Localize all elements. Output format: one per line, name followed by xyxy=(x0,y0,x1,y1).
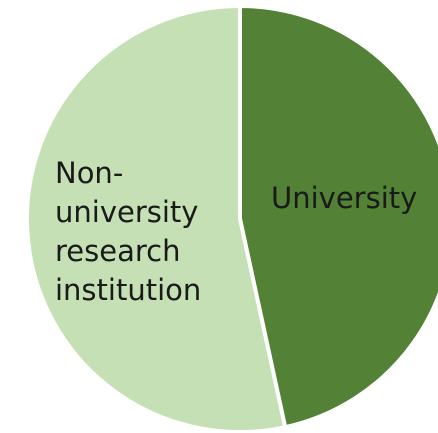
pie-label-line: university xyxy=(55,195,198,229)
pie-labels: University Non-university research institut… xyxy=(55,156,417,307)
pie-slice-non-university-research-institution xyxy=(25,4,288,433)
pie-label-line: University xyxy=(271,181,417,215)
pie-slice-university xyxy=(238,4,438,430)
pie-slices xyxy=(25,4,438,433)
pie-label-non-university-research-institution: Non-university research institution xyxy=(55,156,201,307)
pie-label-line: Non- xyxy=(55,156,123,190)
pie-label-line: research xyxy=(55,234,180,268)
pie-label-line: institution xyxy=(55,273,201,307)
pie-label-university: University xyxy=(271,181,417,215)
